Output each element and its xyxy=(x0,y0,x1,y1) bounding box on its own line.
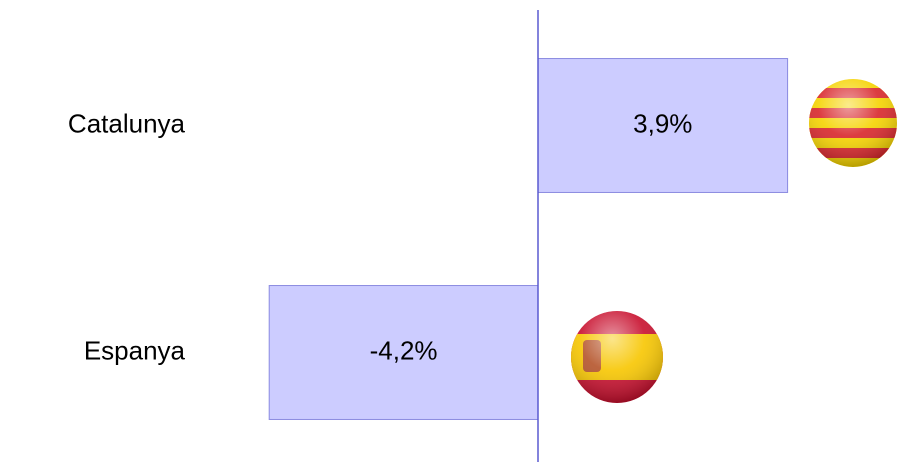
spanish-flag xyxy=(571,311,663,403)
value-label: 3,9% xyxy=(633,108,692,138)
catalan-flag xyxy=(809,79,897,167)
bar xyxy=(537,58,789,193)
category-label: Espanya xyxy=(84,335,186,365)
bar xyxy=(268,285,539,420)
value-label: -4,2% xyxy=(370,335,438,365)
category-label: Catalunya xyxy=(68,108,186,138)
